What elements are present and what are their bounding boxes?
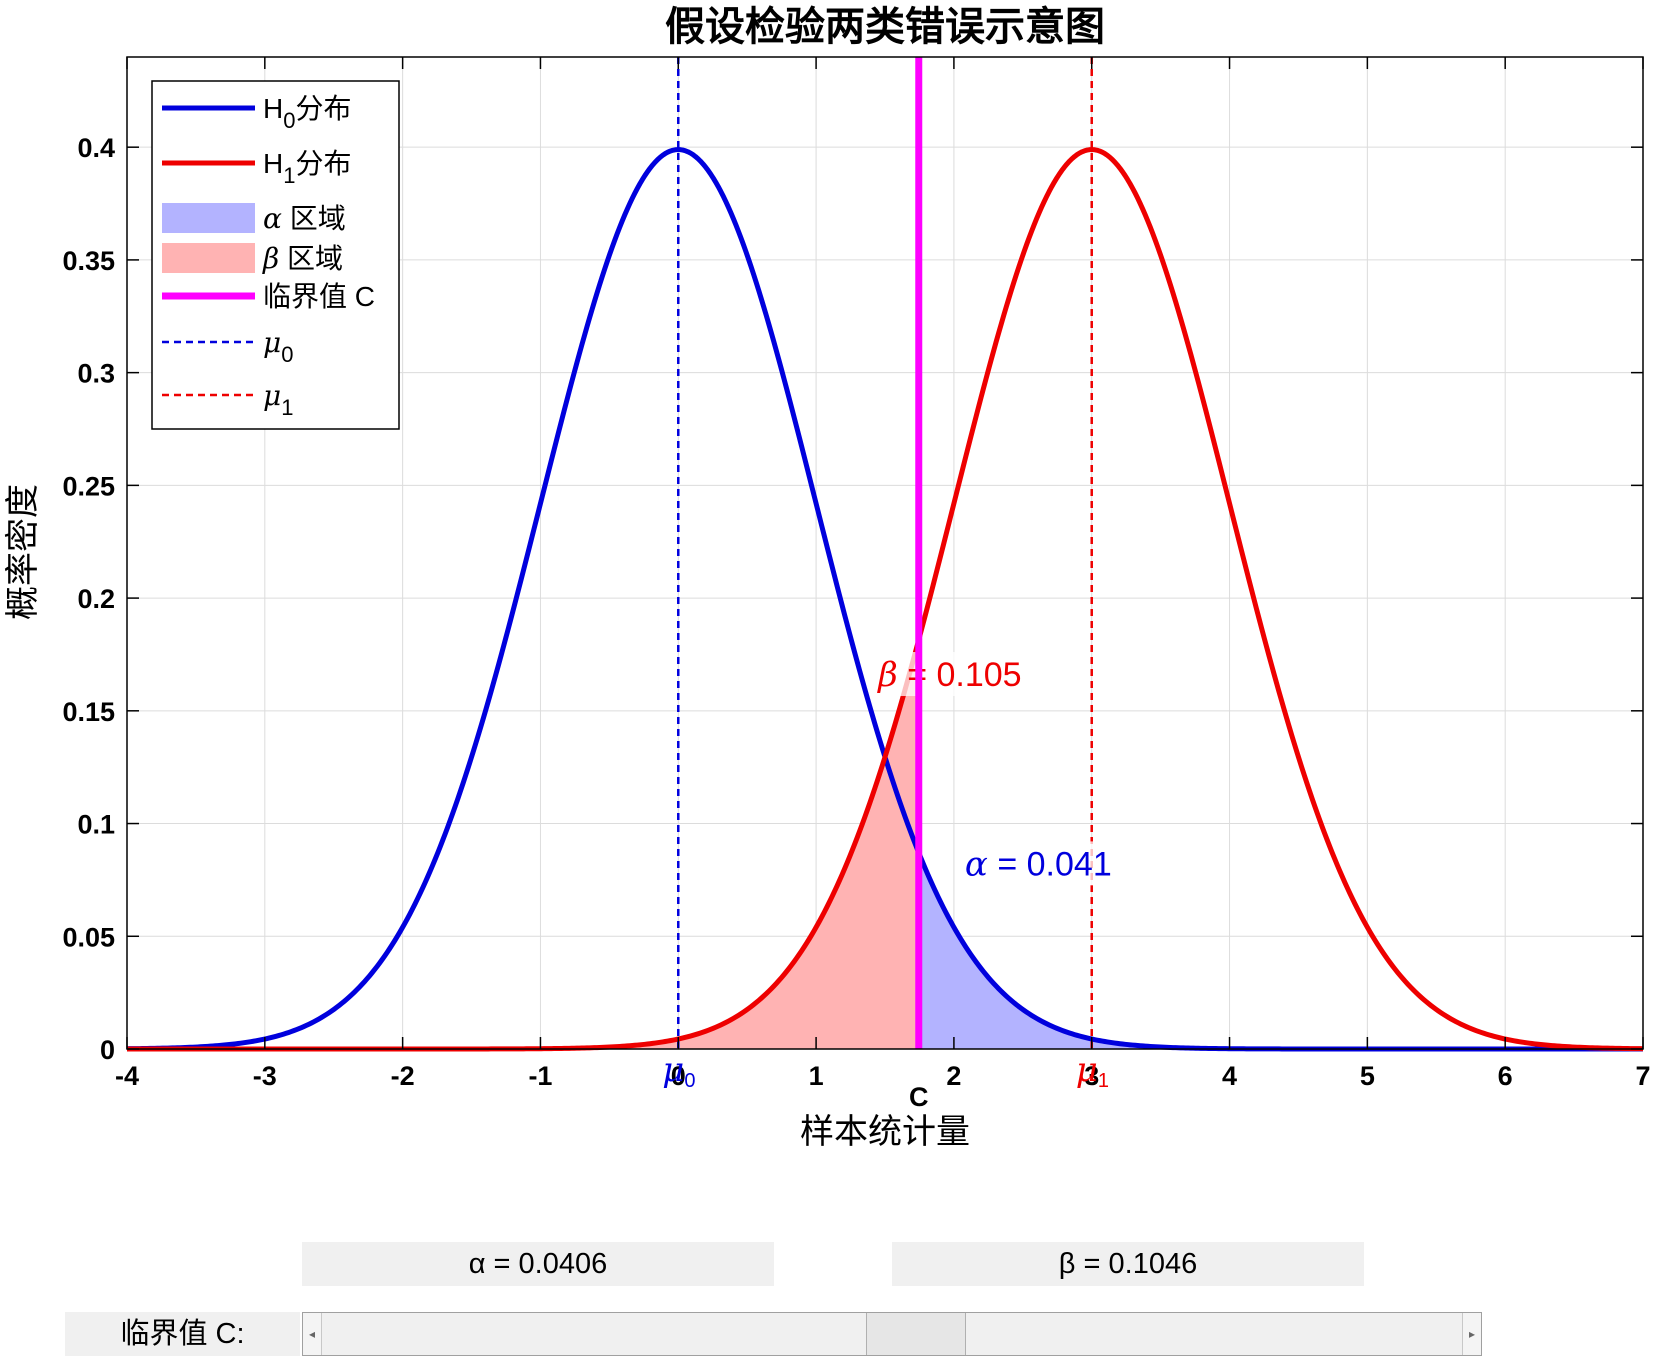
y-tick-label: 0.3	[77, 359, 115, 389]
axes-box	[126, 56, 1644, 1050]
y-tick-label: 0.15	[62, 697, 115, 727]
x-tick-label: 6	[1498, 1061, 1513, 1091]
x-tick-label: 3	[1084, 1061, 1099, 1091]
y-tick-label: 0.05	[62, 922, 115, 952]
mu-marker-0: μ0	[662, 1050, 695, 1092]
alpha-annotation: α = 0.041	[965, 844, 1112, 884]
legend-label: β 区域	[262, 242, 343, 275]
mu-marker-1: μ1	[1076, 1050, 1109, 1092]
x-tick-label: -1	[528, 1061, 552, 1091]
legend-label: μ0	[263, 326, 293, 367]
x-tick-label: 7	[1635, 1061, 1650, 1091]
annotation-background	[874, 652, 1055, 697]
x-tick-label: 0	[671, 1061, 686, 1091]
slider-right-arrow[interactable]: ▸	[1462, 1313, 1481, 1355]
y-tick-label: 0.1	[77, 810, 115, 840]
critical-value-slider[interactable]: ◂ ▸	[302, 1312, 1482, 1356]
legend-label: 临界值 C	[263, 281, 375, 312]
y-tick-label: 0.35	[62, 246, 115, 276]
x-axis-label: 样本统计量	[800, 1112, 970, 1152]
slider-label: 临界值 C:	[65, 1312, 300, 1356]
alpha-region	[918, 852, 1643, 1049]
legend-label: μ1	[263, 379, 293, 420]
annotation-background	[960, 841, 1141, 886]
y-axis-label: 概率密度	[3, 484, 43, 620]
x-tick-label: 1	[809, 1061, 824, 1091]
legend-swatch-patch	[162, 243, 255, 273]
x-tick-label: 2	[946, 1061, 961, 1091]
legend-swatch-patch	[162, 203, 255, 233]
y-tick-label: 0	[100, 1035, 115, 1065]
legend-label: H0分布	[263, 93, 352, 133]
x-tick-label: -2	[391, 1061, 415, 1091]
plot-area: β = 0.105 α = 0.041 -4 -3 -2 -1 0 1 2 3 4 5 6 7 0 0.05 0…	[62, 56, 1651, 1112]
x-tick-label: -4	[115, 1061, 139, 1091]
y-tick-label: 0.4	[77, 133, 115, 163]
x-tick-label: 4	[1222, 1061, 1237, 1091]
alpha-value-display: α = 0.0406	[302, 1242, 774, 1286]
slider-left-arrow[interactable]: ◂	[303, 1313, 322, 1355]
chart-title: 假设检验两类错误示意图	[665, 3, 1105, 50]
slider-thumb[interactable]	[866, 1313, 967, 1355]
legend-label: α 区域	[263, 202, 346, 235]
x-tick-label: -3	[253, 1061, 277, 1091]
critical-value-marker: C	[909, 1082, 929, 1112]
beta-value-display: β = 0.1046	[892, 1242, 1364, 1286]
beta-region	[127, 639, 919, 1049]
x-tick-label: 5	[1360, 1061, 1375, 1091]
beta-annotation: β = 0.105	[876, 655, 1022, 695]
legend-label: H1分布	[263, 148, 352, 188]
y-tick-label: 0.2	[77, 584, 115, 614]
y-tick-label: 0.25	[62, 471, 115, 501]
